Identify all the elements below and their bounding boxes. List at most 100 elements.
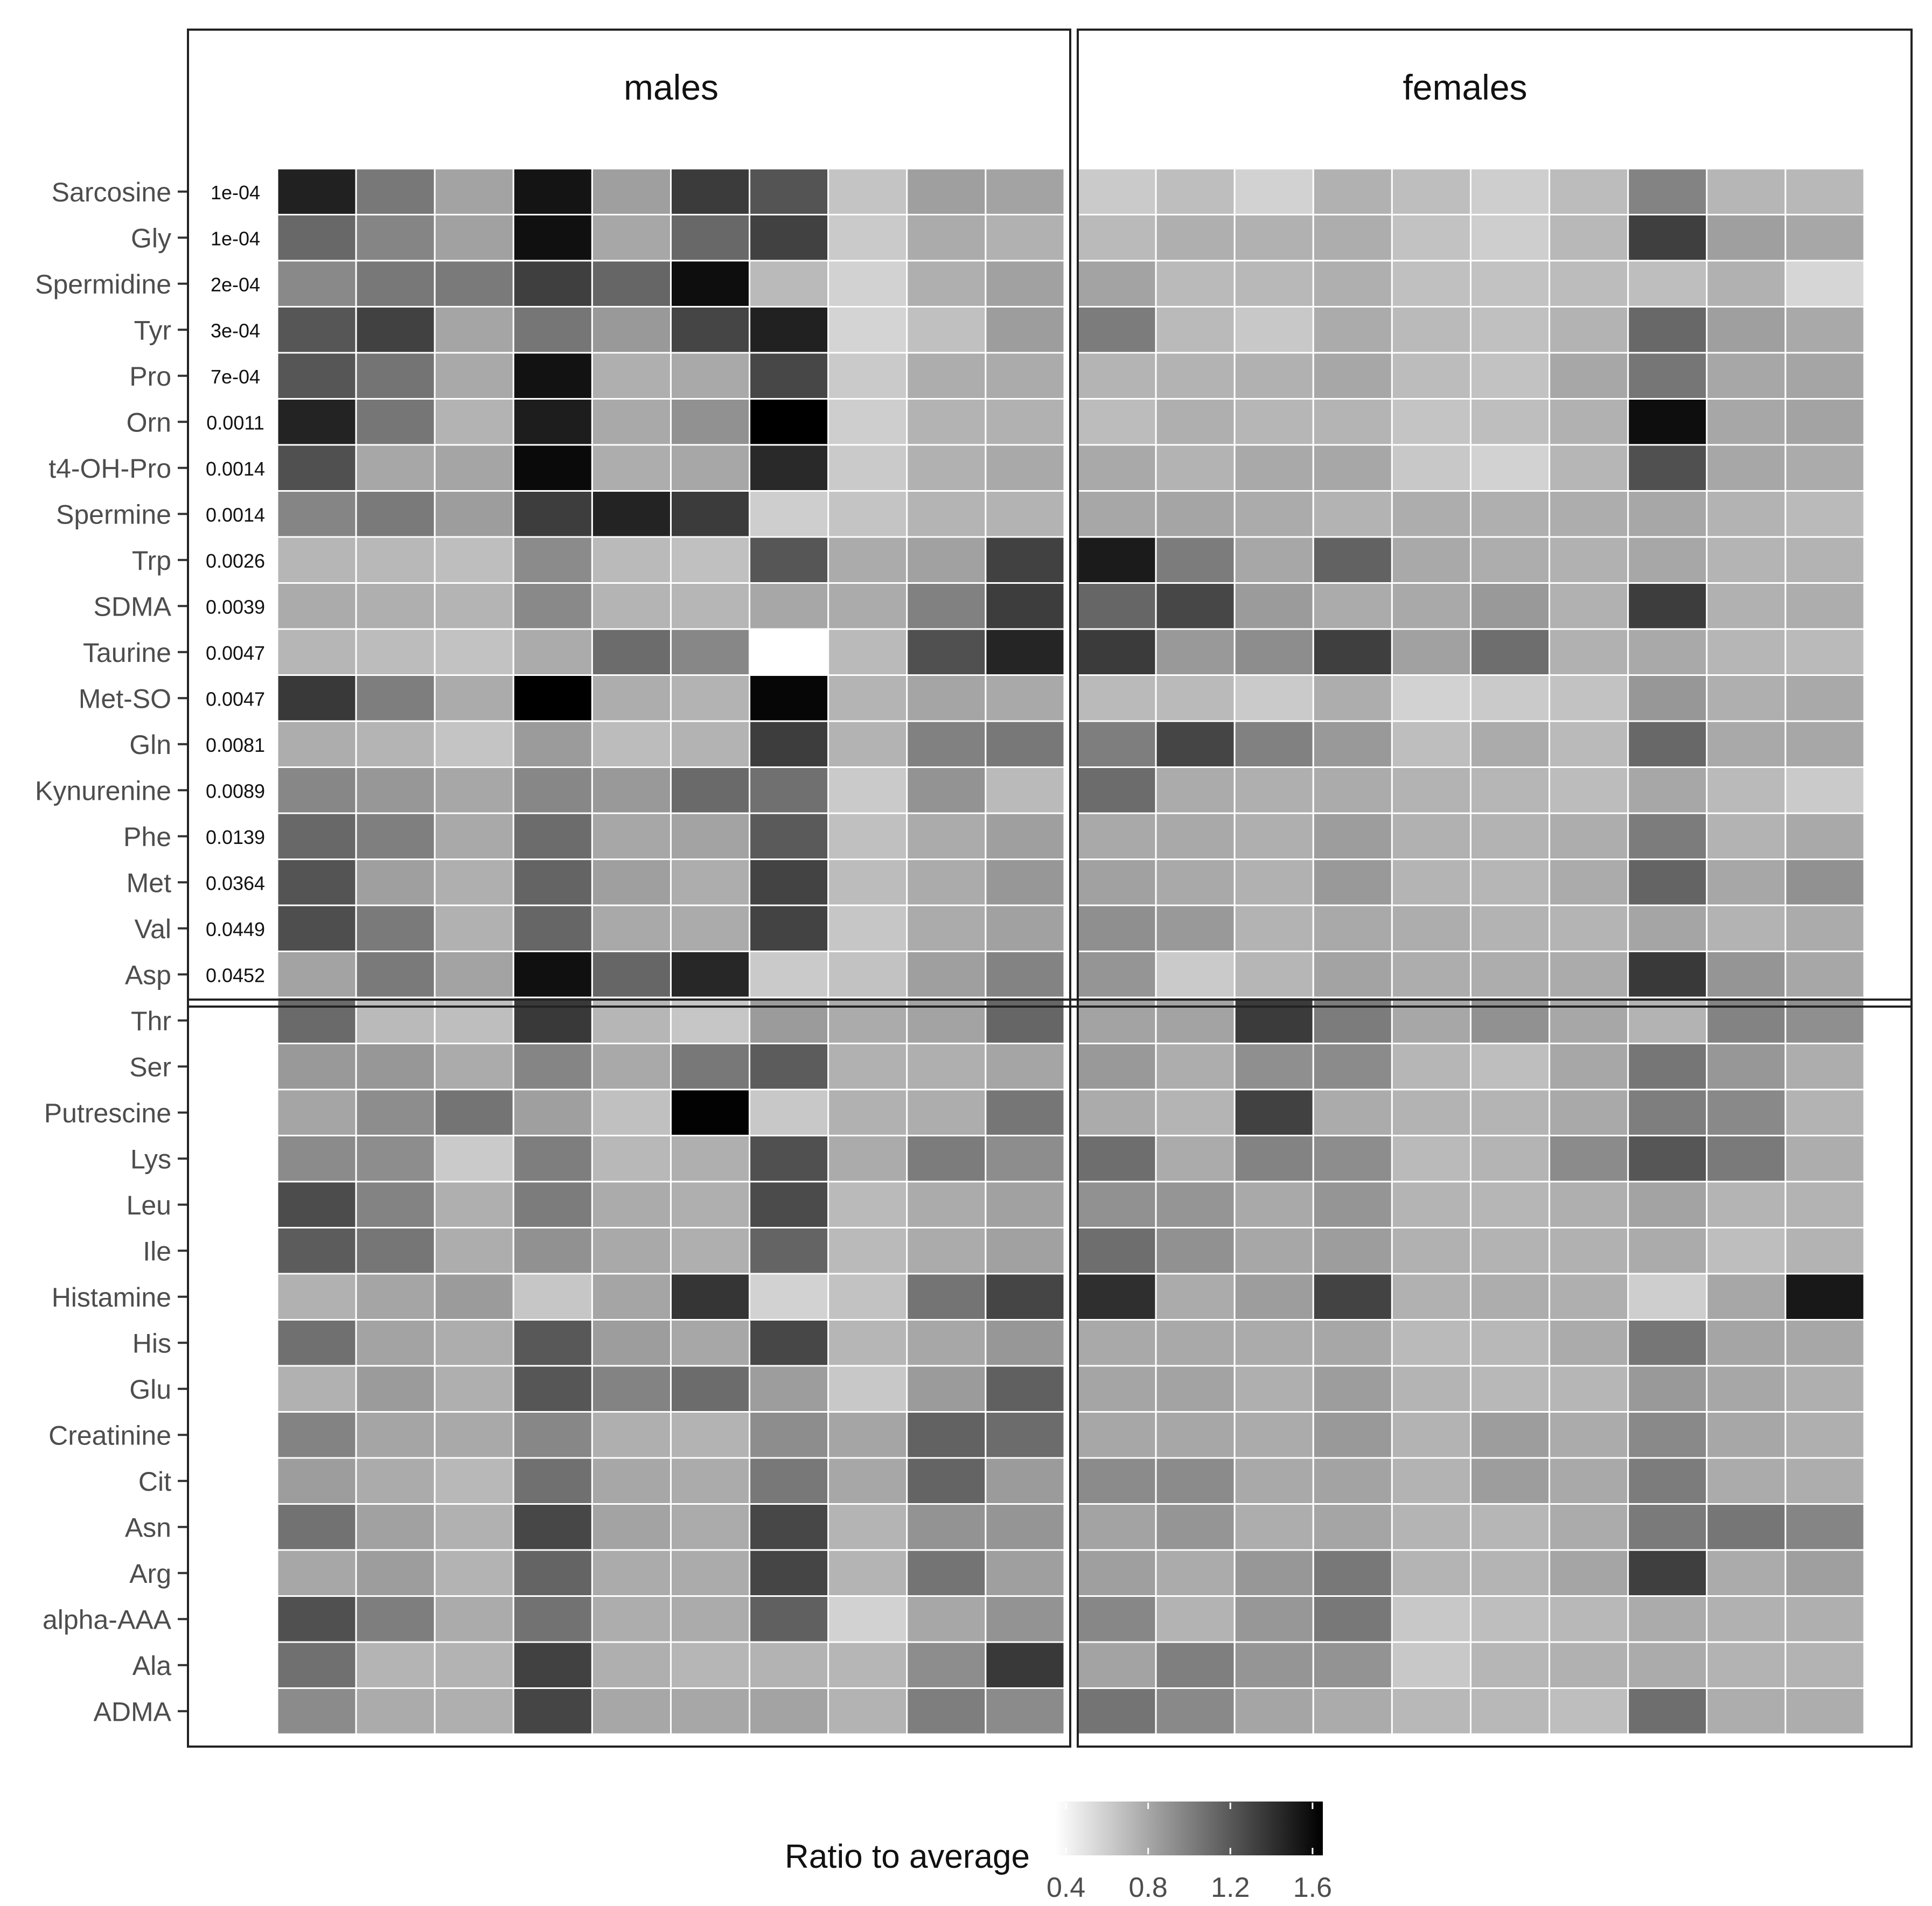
heatmap-cell bbox=[906, 1043, 987, 1091]
heatmap-cell bbox=[1706, 904, 1787, 952]
heatmap-cell bbox=[1391, 904, 1471, 952]
row-label: Cit bbox=[138, 1467, 171, 1497]
heatmap-cell bbox=[591, 1043, 672, 1091]
heatmap-cell bbox=[1312, 766, 1393, 814]
heatmap-cell bbox=[1391, 1411, 1471, 1459]
heatmap-cell bbox=[670, 951, 751, 999]
heatmap-cell bbox=[906, 628, 987, 676]
heatmap-cell bbox=[434, 306, 514, 354]
heatmap-cell bbox=[1391, 1457, 1471, 1505]
heatmap-cell bbox=[749, 904, 829, 952]
heatmap-cell bbox=[985, 996, 1065, 1044]
heatmap-cell bbox=[512, 1595, 593, 1643]
heatmap-cell bbox=[1549, 766, 1629, 814]
heatmap-cell bbox=[1784, 260, 1865, 308]
heatmap-cell bbox=[1706, 1595, 1787, 1643]
heatmap-cell bbox=[276, 1457, 357, 1505]
heatmap-cell bbox=[1233, 1181, 1314, 1228]
heatmap-cell bbox=[1706, 1457, 1787, 1505]
heatmap-cell bbox=[512, 812, 593, 860]
heatmap-cell bbox=[512, 444, 593, 492]
heatmap-cell bbox=[1076, 444, 1157, 492]
heatmap-cell bbox=[1312, 536, 1393, 584]
heatmap-cell bbox=[827, 674, 908, 722]
heatmap-cell bbox=[1784, 674, 1865, 722]
legend-ticks: 0.4 0.8 1.2 1.6 bbox=[1047, 1803, 1332, 1903]
heatmap-cell bbox=[1076, 812, 1157, 860]
heatmap-cell bbox=[276, 858, 357, 906]
heatmap-cell bbox=[1470, 858, 1551, 906]
heatmap-cell bbox=[1706, 996, 1787, 1044]
heatmap-cell bbox=[985, 674, 1065, 722]
p-value-label: 0.0089 bbox=[206, 780, 265, 802]
heatmap-cell bbox=[512, 1641, 593, 1689]
heatmap-cell bbox=[1076, 1273, 1157, 1321]
heatmap-cell bbox=[512, 167, 593, 215]
heatmap-cell bbox=[1233, 812, 1314, 860]
heatmap-cell bbox=[1233, 398, 1314, 446]
heatmap-cell bbox=[276, 352, 357, 400]
p-value-label: 0.0047 bbox=[206, 642, 265, 664]
heatmap-cell bbox=[1549, 1227, 1629, 1275]
heatmap-cell bbox=[1784, 1641, 1865, 1689]
heatmap-cell bbox=[1312, 1365, 1393, 1413]
heatmap-cell bbox=[1312, 1043, 1393, 1091]
heatmap-cell bbox=[1627, 444, 1708, 492]
heatmap-cell bbox=[434, 214, 514, 262]
heatmap-cell bbox=[749, 260, 829, 308]
heatmap-cell bbox=[355, 1043, 436, 1091]
heatmap-cell bbox=[1155, 260, 1236, 308]
heatmap-cell bbox=[276, 167, 357, 215]
heatmap-cell bbox=[1391, 858, 1471, 906]
heatmap-cell bbox=[827, 260, 908, 308]
heatmap-cell bbox=[749, 1227, 829, 1275]
heatmap-cell bbox=[276, 1227, 357, 1275]
heatmap-cell bbox=[1155, 628, 1236, 676]
heatmap-cell bbox=[1155, 1365, 1236, 1413]
heatmap-cell bbox=[1549, 628, 1629, 676]
heatmap-cell bbox=[1470, 444, 1551, 492]
heatmap-cell bbox=[512, 536, 593, 584]
heatmap-cell bbox=[827, 996, 908, 1044]
heatmap-cell bbox=[1470, 1319, 1551, 1367]
heatmap-cell bbox=[355, 1319, 436, 1367]
heatmap-cell bbox=[1627, 996, 1708, 1044]
heatmap-cell bbox=[670, 996, 751, 1044]
heatmap-cell bbox=[434, 444, 514, 492]
heatmap-cell bbox=[1627, 720, 1708, 768]
heatmap-cell bbox=[1155, 352, 1236, 400]
row-label: Taurine bbox=[83, 638, 171, 668]
heatmap-cell bbox=[1549, 352, 1629, 400]
heatmap-cell bbox=[1627, 1503, 1708, 1551]
heatmap-cell bbox=[906, 858, 987, 906]
heatmap-cell bbox=[1470, 306, 1551, 354]
heatmap-cell bbox=[512, 1457, 593, 1505]
row-label: His bbox=[132, 1328, 171, 1358]
heatmap-cell bbox=[591, 260, 672, 308]
heatmap-cell bbox=[434, 951, 514, 999]
heatmap-cell bbox=[1312, 1457, 1393, 1505]
heatmap-cell bbox=[591, 1135, 672, 1183]
heatmap-cell bbox=[827, 444, 908, 492]
heatmap-cell bbox=[1155, 1227, 1236, 1275]
heatmap-cell bbox=[1706, 1641, 1787, 1689]
heatmap-cell bbox=[591, 1687, 672, 1735]
heatmap-cell bbox=[512, 1365, 593, 1413]
heatmap-cell bbox=[749, 1641, 829, 1689]
p-value-label: 7e-04 bbox=[211, 366, 260, 388]
heatmap-cell bbox=[749, 1365, 829, 1413]
heatmap-cell bbox=[1155, 444, 1236, 492]
heatmap-cell bbox=[276, 444, 357, 492]
heatmap-cell bbox=[1549, 904, 1629, 952]
heatmap-cell bbox=[670, 260, 751, 308]
heatmap-cell bbox=[1233, 214, 1314, 262]
heatmap-cell bbox=[276, 1365, 357, 1413]
heatmap-cell bbox=[1312, 352, 1393, 400]
heatmap-cell bbox=[827, 1549, 908, 1597]
heatmap-cell bbox=[827, 1641, 908, 1689]
row-label: Creatinine bbox=[48, 1420, 171, 1450]
heatmap-cell bbox=[670, 1549, 751, 1597]
heatmap-cell bbox=[985, 812, 1065, 860]
heatmap-cell bbox=[1706, 1227, 1787, 1275]
heatmap-cell bbox=[1784, 951, 1865, 999]
